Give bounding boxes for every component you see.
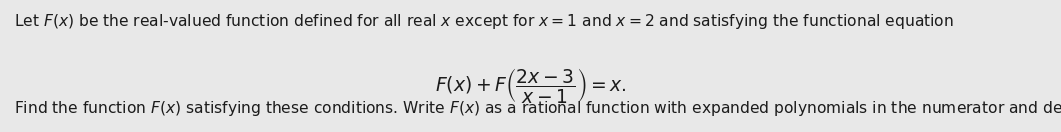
- Text: Find the function $F(x)$ satisfying these conditions. Write $F(x)$ as a rational: Find the function $F(x)$ satisfying thes…: [14, 99, 1061, 118]
- Text: Let $F(x)$ be the real-valued function defined for all real $x$ except for $x = : Let $F(x)$ be the real-valued function d…: [14, 12, 954, 31]
- Text: $F(x) + F\left(\dfrac{2x-3}{x-1}\right) = x.$: $F(x) + F\left(\dfrac{2x-3}{x-1}\right) …: [435, 66, 626, 105]
